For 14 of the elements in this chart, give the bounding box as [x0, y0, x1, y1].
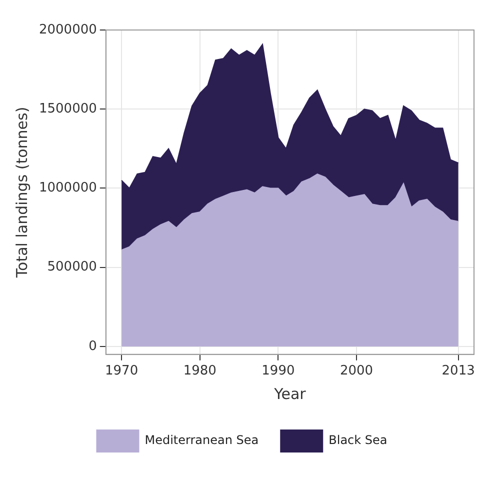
y-tick-label: 1000000	[38, 180, 97, 196]
x-tick-label: 2013	[442, 364, 475, 379]
y-tick-label: 2000000	[38, 22, 97, 38]
x-tick-label: 1970	[105, 364, 138, 379]
y-tick-label: 1500000	[38, 101, 97, 116]
legend-label: Mediterranean Sea	[144, 433, 259, 448]
x-tick-label: 2000	[340, 364, 374, 379]
y-axis-title: Total landings (tonnes)	[12, 106, 31, 279]
x-axis-title: Year	[273, 384, 307, 403]
y-tick-label: 0	[88, 338, 97, 354]
legend-label: Black Sea	[328, 433, 388, 448]
x-tick-label: 1980	[183, 364, 216, 379]
y-tick-label: 500000	[47, 260, 97, 275]
x-tick-label: 1990	[262, 364, 295, 379]
